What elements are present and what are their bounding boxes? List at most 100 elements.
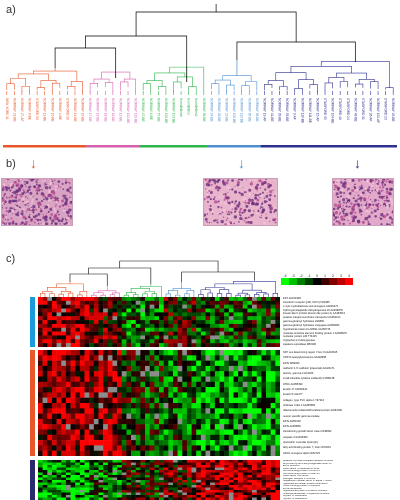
heatmap-cell <box>135 365 141 372</box>
heatmap-cell <box>126 485 132 488</box>
leaf-label: NORWAY 47-BE <box>141 98 145 122</box>
heatmap-cell <box>270 492 276 496</box>
heatmap-cell <box>196 465 202 468</box>
heatmap-cell <box>121 487 127 491</box>
heatmap-cell <box>56 408 62 414</box>
heatmap-cell <box>172 408 178 414</box>
heatmap-cell <box>47 403 53 409</box>
gene-label: N-acetyltransferase 1 arylamine R91802 <box>283 492 330 495</box>
tissue-cell <box>0 187 4 192</box>
heatmap-cell <box>47 487 53 491</box>
heatmap-cell <box>47 360 53 367</box>
tissue-cell <box>347 219 349 221</box>
heatmap-cell <box>131 331 136 336</box>
heatmap-cell <box>168 316 174 321</box>
heatmap-cell <box>256 490 262 493</box>
heatmap-cell <box>61 408 67 414</box>
heatmap-cell <box>61 392 67 398</box>
heatmap-cell <box>117 485 122 488</box>
heatmap-cell <box>47 465 53 468</box>
heatmap-cell <box>163 320 169 325</box>
heatmap-cell <box>89 440 95 446</box>
heatmap-cell <box>182 371 188 377</box>
tissue-cell <box>259 216 261 218</box>
heatmap-cell <box>261 331 267 336</box>
tissue-cell <box>255 223 258 225</box>
heatmap-cell <box>238 492 243 496</box>
heatmap-cell <box>159 475 164 478</box>
tissue-cell <box>62 217 64 220</box>
heatmap-cell <box>168 418 174 425</box>
gene-list-group-1: EST AA010108 transferrin receptor (p90, C… <box>283 297 347 347</box>
heatmap-cell <box>107 472 113 476</box>
heatmap-cell <box>89 316 95 321</box>
heatmap-cell <box>47 381 53 388</box>
tissue-cell <box>25 193 27 194</box>
tissue-cell <box>57 184 60 187</box>
heatmap-cell <box>103 450 109 456</box>
tissue-cell <box>31 198 34 201</box>
heatmap-cell <box>56 316 62 321</box>
heatmap-cell <box>149 343 155 347</box>
heatmap-cell <box>149 475 155 478</box>
heatmap-cell <box>117 331 122 336</box>
heatmap-cell <box>233 316 239 321</box>
heatmap-cell <box>103 467 109 471</box>
heatmap-cell <box>121 408 127 414</box>
heatmap-cell <box>42 485 48 488</box>
heatmap-cell <box>196 360 202 367</box>
heatmap-cell <box>103 445 109 451</box>
gene-label: gamma-glutamyl hydrolase conjugase AA455… <box>283 323 340 327</box>
gene-label: v-myb myeloblastosis viral oncogene AA04… <box>283 304 339 308</box>
heatmap-cell <box>98 477 104 481</box>
heatmap-cell <box>112 355 118 361</box>
heatmap-cell <box>112 320 118 325</box>
tissue-cell <box>380 209 382 211</box>
heatmap-cell <box>163 331 169 336</box>
cluster-bar <box>86 145 140 148</box>
heatmap-cell <box>149 387 155 393</box>
tissue-cell <box>32 178 35 181</box>
heatmap-cell <box>163 460 169 463</box>
tissue-cell <box>385 206 389 209</box>
heatmap-cell <box>56 418 62 425</box>
heatmap-cell <box>75 475 81 478</box>
heatmap-cell <box>47 365 53 372</box>
heatmap-cell <box>247 335 253 340</box>
heatmap-cell <box>75 350 81 356</box>
heatmap-cell <box>159 470 164 473</box>
tissue-cell <box>217 189 220 192</box>
heatmap-cell <box>252 450 257 456</box>
heatmap-cell <box>168 339 174 344</box>
tissue-cell <box>11 199 14 203</box>
heatmap-cell <box>186 339 192 344</box>
heatmap-cell <box>117 487 122 491</box>
heatmap-cell <box>210 424 216 430</box>
heatmap-cell <box>238 320 243 325</box>
tissue-cell <box>253 192 254 194</box>
heatmap-cell <box>159 376 164 382</box>
tissue-cell <box>43 205 45 207</box>
heatmap-cell <box>219 327 225 332</box>
tissue-cell <box>16 183 20 187</box>
tissue-cell <box>234 210 237 213</box>
heatmap-cell <box>126 450 132 456</box>
heatmap-cell <box>84 462 90 466</box>
heatmap-cell <box>121 480 127 483</box>
heatmap-cell <box>38 316 43 321</box>
gene-label: myosin IX AA629861 <box>283 497 308 500</box>
heatmap-cell <box>79 424 85 430</box>
tissue-cell <box>50 223 52 225</box>
heatmap-cell <box>224 470 230 473</box>
heatmap-cell <box>200 387 206 393</box>
tissue-cell <box>2 194 6 197</box>
heatmap-cell <box>42 487 48 491</box>
tissue-cell <box>355 188 358 192</box>
heatmap-cell <box>252 462 257 466</box>
dendrogram-branch <box>174 294 181 297</box>
tissue-cell <box>227 191 229 193</box>
tissue-cell <box>25 211 27 213</box>
tissue-cell <box>370 213 372 215</box>
heatmap-cell <box>131 472 136 476</box>
heatmap-cell <box>121 490 127 493</box>
